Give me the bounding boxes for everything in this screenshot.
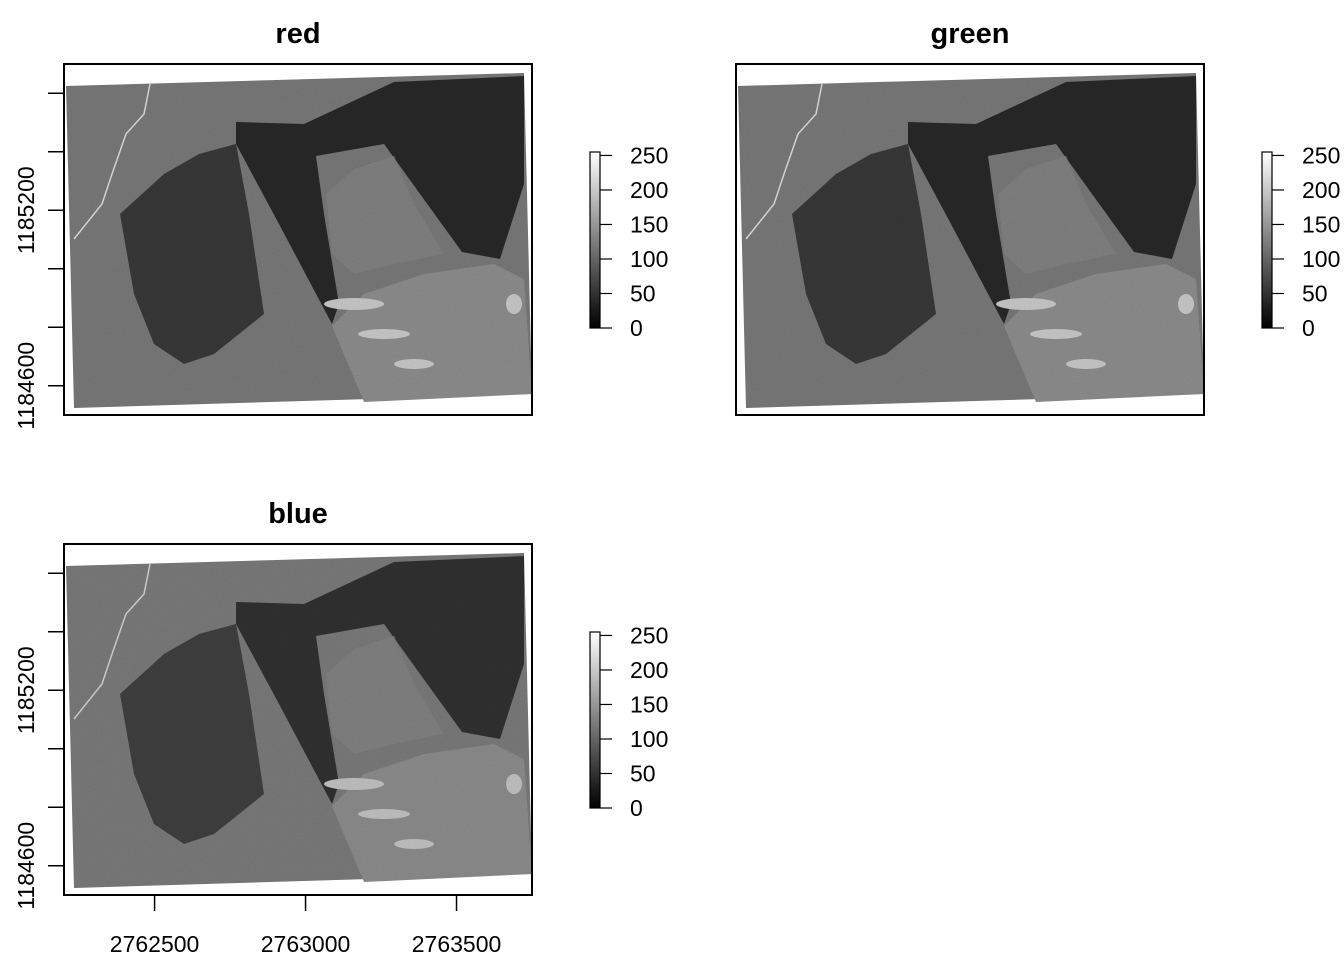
legend-tick-label: 250 xyxy=(1302,142,1340,168)
legend-tick-label: 100 xyxy=(630,246,668,272)
road-line xyxy=(73,83,151,240)
legend-tick-label: 50 xyxy=(630,760,656,786)
raster-image-green xyxy=(738,73,1204,408)
y-axis-red: 1184600 1185200 xyxy=(13,92,64,430)
shadow-region xyxy=(236,76,524,324)
legend-tick-label: 200 xyxy=(630,177,668,203)
scree-patch xyxy=(996,298,1056,310)
scree-patch xyxy=(394,839,434,849)
meadow-region xyxy=(332,264,532,402)
meadow-region xyxy=(332,744,532,882)
panel-title-blue: blue xyxy=(268,498,328,530)
x-tick-label: 2762500 xyxy=(110,931,200,957)
x-tick-label: 2763500 xyxy=(412,931,502,957)
shadow-region xyxy=(908,76,1196,324)
legend-tick-label: 250 xyxy=(630,142,668,168)
road-line xyxy=(73,563,151,720)
legend-tick-label: 0 xyxy=(1302,315,1315,341)
legend-tick-label: 50 xyxy=(630,280,656,306)
y-tick-label: 1185200 xyxy=(13,646,39,734)
scree-patch xyxy=(1030,329,1082,339)
scree-patch xyxy=(324,778,384,790)
legend-colorbar xyxy=(1261,151,1273,329)
ridge-region xyxy=(998,156,1116,274)
raster-image-red xyxy=(66,73,532,408)
legend-green: 0 50 100 150 200 250 xyxy=(1261,142,1340,341)
legend-tick-label: 50 xyxy=(1302,280,1328,306)
y-tick-label: 1184600 xyxy=(13,822,39,910)
x-axis-blue: 2762500 2763000 2763500 xyxy=(110,895,501,957)
forest-region xyxy=(120,624,264,844)
scree-patch xyxy=(358,809,410,819)
legend-tick-label: 150 xyxy=(1302,211,1340,237)
plot-frame-green xyxy=(735,63,1205,416)
legend-colorbar xyxy=(589,631,601,809)
legend-tick-label: 0 xyxy=(630,315,643,341)
panel-title-green: green xyxy=(931,18,1010,50)
panel-green: green 0 50 100 150 200 250 xyxy=(735,18,1340,416)
scree-patch xyxy=(358,329,410,339)
panel-blue: blue 1184600 1185200 2762500 2763000 276350… xyxy=(13,498,668,957)
raster-layer xyxy=(738,73,1204,408)
legend-tick-label: 150 xyxy=(630,211,668,237)
legend-tick-label: 200 xyxy=(1302,177,1340,203)
plot-frame-red xyxy=(63,63,533,416)
shadow-region xyxy=(236,556,524,804)
y-tick-label: 1184600 xyxy=(13,342,39,430)
scree-patch xyxy=(506,774,522,794)
legend-tick-label: 150 xyxy=(630,691,668,717)
panel-title-red: red xyxy=(275,18,320,50)
plot-frame-blue xyxy=(63,543,533,896)
legend-tick-label: 100 xyxy=(630,726,668,752)
scree-patch xyxy=(1178,294,1194,314)
legend-blue: 0 50 100 150 200 250 xyxy=(589,622,668,821)
raster-image-blue xyxy=(66,553,532,888)
ridge-region xyxy=(326,636,444,754)
scree-patch xyxy=(506,294,522,314)
legend-tick-label: 100 xyxy=(1302,246,1340,272)
ridge-region xyxy=(326,156,444,274)
raster-layer xyxy=(66,73,532,408)
forest-region xyxy=(120,144,264,364)
y-tick-label: 1185200 xyxy=(13,166,39,254)
legend-tick-label: 0 xyxy=(630,795,643,821)
scree-patch xyxy=(324,298,384,310)
scree-patch xyxy=(1066,359,1106,369)
legend-colorbar xyxy=(589,151,601,329)
forest-region xyxy=(792,144,936,364)
y-axis-blue: 1184600 1185200 xyxy=(13,572,64,910)
raster-layer xyxy=(66,553,532,888)
legend-tick-label: 200 xyxy=(630,657,668,683)
panel-red: red 1184600 1185200 0 50 100 150 200 250 xyxy=(13,18,668,430)
meadow-region xyxy=(1004,264,1204,402)
scree-patch xyxy=(394,359,434,369)
x-tick-label: 2763000 xyxy=(261,931,351,957)
legend-tick-label: 250 xyxy=(630,622,668,648)
legend-red: 0 50 100 150 200 250 xyxy=(589,142,668,341)
road-line xyxy=(745,83,823,240)
